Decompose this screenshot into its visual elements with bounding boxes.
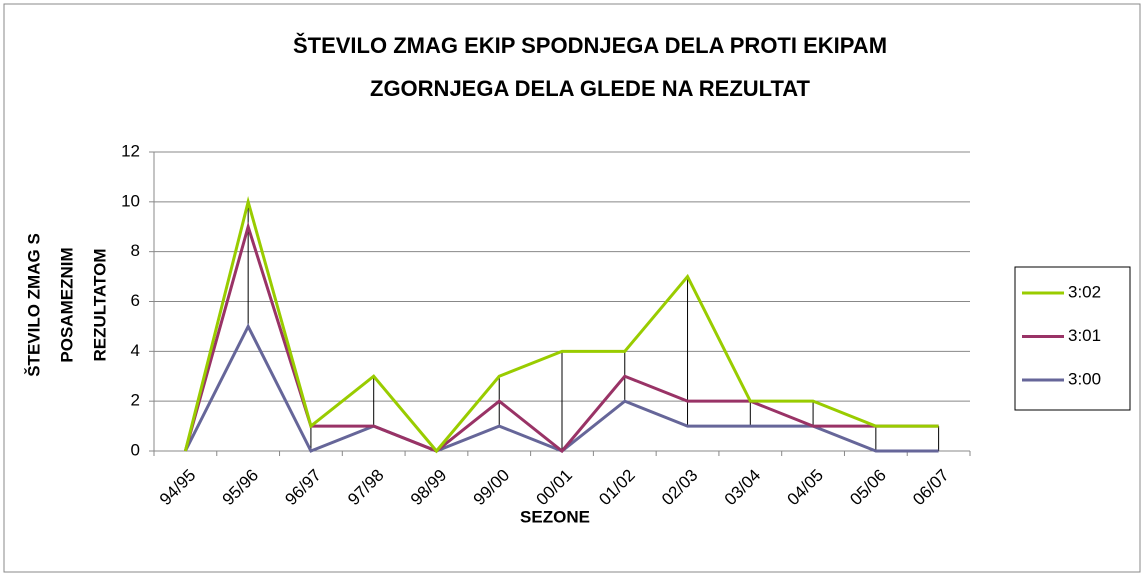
legend-box: [1014, 266, 1131, 411]
y-tick-label: 10: [121, 191, 140, 210]
chart-title: ZGORNJEGA DELA GLEDE NA REZULTAT: [370, 76, 811, 101]
y-tick-label: 6: [131, 291, 140, 310]
y-axis-label-line: ŠTEVILO ZMAG S: [24, 233, 43, 377]
y-tick-label: 8: [131, 241, 140, 260]
legend-label: 3:00: [1068, 369, 1101, 388]
y-tick-label: 2: [131, 391, 140, 410]
y-axis-label: ŠTEVILO ZMAG S POSAMEZNIM REZULTATOM: [24, 233, 109, 377]
y-tick-label: 4: [131, 341, 140, 360]
chart-border: [3, 3, 1141, 573]
x-axis-label: SEZONE: [520, 507, 590, 526]
legend-label: 3:02: [1068, 282, 1101, 301]
line-series: [183, 195, 939, 454]
y-tick-label: 12: [121, 141, 140, 160]
y-axis-label-line: REZULTATOM: [90, 249, 109, 362]
chart-title: ŠTEVILO ZMAG EKIP SPODNJEGA DELA PROTI E…: [293, 33, 887, 58]
y-tick-label: 0: [131, 440, 140, 459]
y-axis-label-line: POSAMEZNIM: [57, 247, 76, 362]
legend-label: 3:01: [1068, 326, 1101, 345]
